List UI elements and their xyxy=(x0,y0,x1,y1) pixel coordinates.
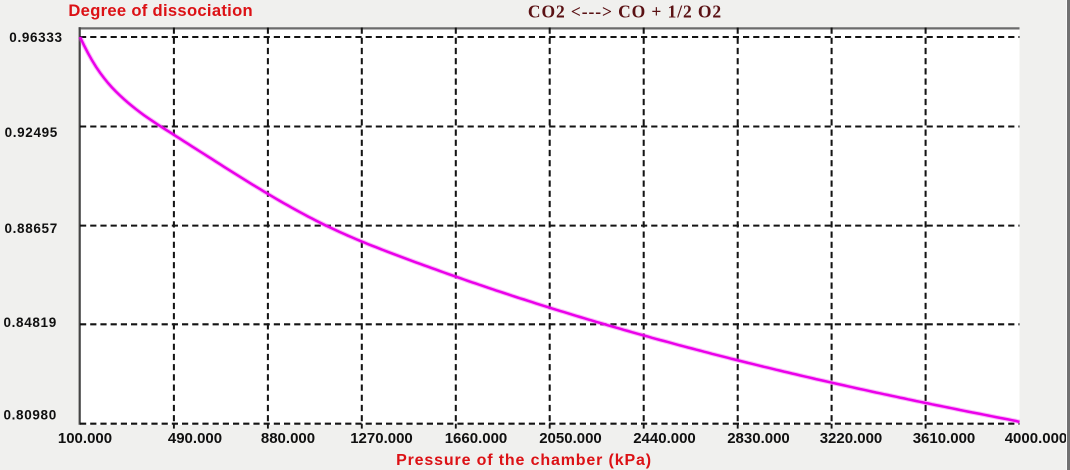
svg-text:CO2 <---> CO + 1/2 O2: CO2 <---> CO + 1/2 O2 xyxy=(528,2,722,22)
svg-text:2830.000: 2830.000 xyxy=(727,430,790,447)
svg-text:0.96333: 0.96333 xyxy=(9,30,62,45)
svg-text:3220.000: 3220.000 xyxy=(820,430,883,447)
svg-text:Degree of dissociation: Degree of dissociation xyxy=(68,1,253,20)
svg-text:880.000: 880.000 xyxy=(261,430,315,447)
svg-text:0.88657: 0.88657 xyxy=(5,221,58,236)
svg-text:490.000: 490.000 xyxy=(168,430,222,447)
svg-text:0.84819: 0.84819 xyxy=(4,315,57,330)
svg-text:2440.000: 2440.000 xyxy=(633,430,696,447)
svg-text:2050.000: 2050.000 xyxy=(539,430,602,447)
svg-text:Pressure of the chamber (kPa): Pressure of the chamber (kPa) xyxy=(396,452,652,469)
svg-text:4000.000: 4000.000 xyxy=(1005,430,1068,447)
svg-text:1660.000: 1660.000 xyxy=(445,430,508,447)
svg-text:100.000: 100.000 xyxy=(58,430,112,447)
svg-text:0.80980: 0.80980 xyxy=(4,408,57,423)
svg-text:0.92495: 0.92495 xyxy=(5,125,58,140)
svg-text:1270.000: 1270.000 xyxy=(350,430,413,447)
svg-text:3610.000: 3610.000 xyxy=(913,430,976,447)
